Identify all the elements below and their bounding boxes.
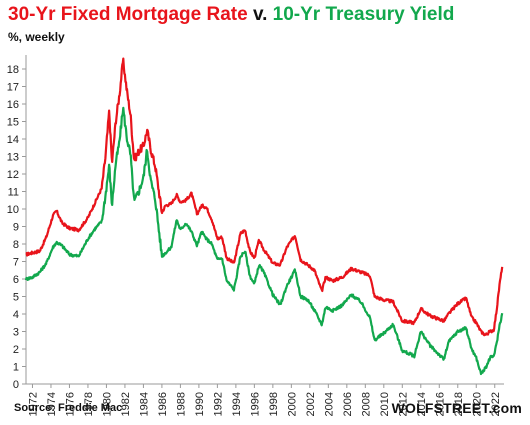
x-tick-label: 2018 [453,392,465,416]
x-tick-label: 2002 [305,392,317,416]
x-tick-label: 1972 [27,392,39,416]
x-tick-label: 2022 [490,392,502,416]
x-tick-label: 1986 [157,392,169,416]
x-tick-label: 1984 [138,392,150,416]
y-unit-label: %, weekly [8,30,65,44]
y-tick-label: 0 [13,379,19,391]
y-tick-label: 1 [13,362,19,374]
x-tick-label: 1990 [194,392,206,416]
y-tick-label: 15 [7,117,19,129]
x-tick-label: 1996 [249,392,261,416]
y-tick-label: 11 [8,187,19,199]
x-tick-label: 1978 [83,392,95,416]
x-tick-label: 2020 [471,392,483,416]
x-tick-label: 1974 [46,392,58,416]
source-note: Source: Freddie Mac [14,402,123,414]
y-tick-label: 16 [7,99,19,111]
y-tick-label: 6 [13,274,19,286]
y-tick-label: 8 [13,239,19,251]
y-tick-label: 2 [13,344,19,356]
series-line-treasury [24,106,504,376]
x-tick-label: 1992 [212,392,224,416]
y-tick-label: 10 [7,204,19,216]
x-tick-label: 2008 [360,392,372,416]
x-tick-label: 2004 [323,392,335,416]
brand-logo: WOLFSTREET.com [391,400,522,416]
y-tick-label: 18 [7,64,19,76]
x-tick-label: 1988 [175,392,187,416]
y-tick-label: 9 [13,222,19,234]
x-tick-label: 2016 [434,392,446,416]
y-tick-label: 12 [7,169,19,181]
title-mortgage: 30-Yr Fixed Mortgage Rate [8,4,248,25]
x-tick-label: 1994 [231,392,243,416]
x-tick-label: 1976 [64,392,76,416]
y-tick-label: 4 [13,309,19,321]
title-versus: v. [247,4,273,25]
y-tick-label: 14 [7,134,19,146]
y-tick-label: 3 [13,327,19,339]
title-treasury: 10-Yr Treasury Yield [272,4,455,25]
y-tick-label: 5 [13,292,19,304]
x-tick-label: 1998 [268,392,280,416]
x-tick-label: 2000 [286,392,298,416]
y-tick-label: 7 [13,257,19,269]
x-tick-label: 2014 [416,392,428,416]
x-tick-label: 1980 [101,392,113,416]
x-tick-label: 2006 [342,392,354,416]
x-tick-label: 2010 [379,392,391,416]
y-tick-label: 17 [7,82,19,94]
x-tick-label: 2012 [397,392,409,416]
series-line-mortgage [25,57,504,337]
x-tick-label: 1982 [120,392,132,416]
y-tick-label: 13 [7,152,19,164]
chart-title: 30-Yr Fixed Mortgage Rate v. 10-Yr Treas… [8,4,454,26]
